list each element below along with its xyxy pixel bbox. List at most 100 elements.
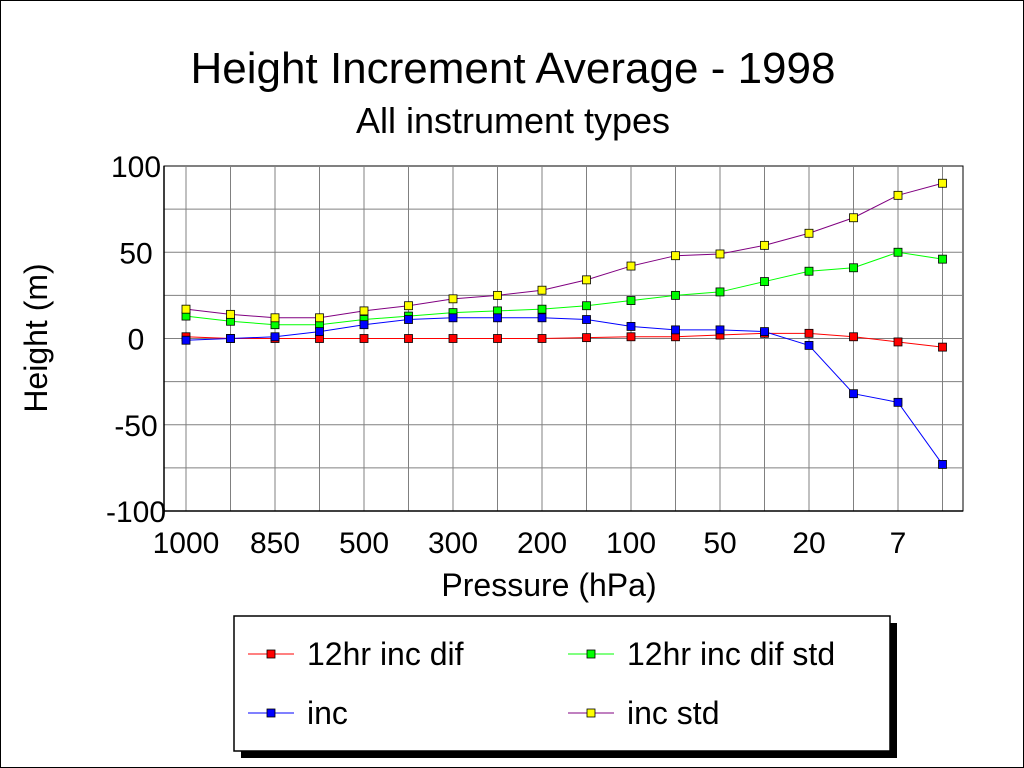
series-line	[185, 317, 943, 465]
data-point	[849, 332, 858, 342]
data-point	[849, 263, 858, 273]
x-tick-label: 850	[250, 527, 300, 560]
data-point	[715, 287, 725, 297]
x-tick-label: 7	[890, 527, 907, 560]
legend-entry: 12hr inc dif	[248, 636, 464, 672]
data-point	[359, 306, 369, 316]
chart-subtitle: All instrument types	[356, 100, 670, 141]
data-point	[804, 328, 814, 338]
y-tick-label: 0	[128, 324, 145, 357]
legend-entry: 12hr inc dif std	[568, 636, 835, 672]
data-point	[849, 213, 858, 223]
legend-marker	[266, 649, 276, 659]
data-point	[893, 397, 903, 407]
data-point	[582, 333, 591, 343]
y-tick-label: -100	[106, 496, 166, 529]
data-point	[448, 294, 458, 304]
data-point	[537, 285, 547, 295]
x-tick-label: 100	[606, 527, 656, 560]
series-line	[185, 182, 943, 319]
data-point	[893, 337, 903, 347]
legend-box	[233, 615, 891, 752]
data-point	[181, 335, 191, 345]
x-axis-ticks: 1000 850 500 300 200 100 50 20 7	[153, 527, 907, 560]
data-point	[760, 327, 769, 337]
series-inc	[181, 313, 947, 469]
legend-items: 12hr inc dif 12hr inc dif std inc inc std	[248, 636, 835, 731]
data-point	[671, 325, 680, 335]
data-point	[315, 313, 324, 323]
data-point	[938, 254, 947, 264]
x-tick-label: 1000	[153, 527, 220, 560]
legend: 12hr inc dif 12hr inc dif std inc inc std	[233, 615, 897, 758]
legend-marker	[586, 708, 596, 718]
data-point	[715, 325, 725, 335]
data-point	[938, 460, 947, 469]
y-tick-label: 100	[111, 151, 161, 184]
data-point	[626, 261, 636, 271]
data-point	[804, 340, 814, 350]
data-point	[671, 290, 680, 300]
legend-entry: inc	[248, 695, 348, 731]
data-point	[226, 334, 235, 343]
data-point	[359, 334, 369, 343]
data-point	[315, 327, 324, 337]
data-point	[181, 304, 191, 314]
data-point	[226, 309, 235, 319]
x-tick-label: 200	[517, 527, 567, 560]
x-tick-label: 300	[428, 527, 478, 560]
legend-marker	[586, 649, 596, 659]
data-point	[849, 389, 858, 399]
data-point	[938, 342, 947, 352]
data-point	[537, 334, 547, 343]
series-12hr-inc-dif-std	[181, 247, 947, 330]
x-axis-label: Pressure (hPa)	[441, 567, 656, 603]
data-point	[582, 275, 591, 285]
y-axis-label: Height (m)	[18, 263, 54, 412]
data-point	[938, 178, 947, 188]
data-point	[626, 322, 636, 331]
legend-label: 12hr inc dif	[307, 636, 464, 672]
chart-title: Height Increment Average - 1998	[191, 44, 836, 93]
series-line	[185, 251, 943, 326]
data-point	[537, 313, 547, 323]
y-tick-label: 50	[119, 237, 152, 270]
plot-series	[181, 178, 947, 469]
data-point	[582, 301, 591, 311]
legend-label: inc std	[627, 695, 719, 731]
data-point	[760, 277, 769, 286]
data-point	[404, 315, 413, 324]
data-point	[626, 296, 636, 305]
data-point	[493, 290, 502, 300]
legend-label: inc	[307, 695, 348, 731]
data-point	[537, 304, 547, 314]
data-point	[448, 313, 458, 323]
data-point	[270, 332, 280, 342]
y-tick-label: -50	[114, 410, 157, 443]
legend-label: 12hr inc dif std	[627, 636, 835, 672]
data-point	[493, 334, 502, 343]
x-tick-label: 50	[703, 527, 736, 560]
data-point	[893, 247, 903, 257]
data-point	[448, 334, 458, 343]
series-line	[185, 332, 943, 348]
y-axis-ticks: 100 50 0 -50 -100	[106, 151, 166, 529]
series-inc-std	[181, 178, 947, 323]
data-point	[493, 313, 502, 323]
data-point	[671, 251, 680, 261]
data-point	[404, 301, 413, 311]
data-point	[715, 249, 725, 259]
data-point	[626, 332, 636, 342]
legend-entry: inc std	[568, 695, 719, 731]
data-point	[760, 240, 769, 250]
x-tick-label: 20	[792, 527, 825, 560]
x-tick-label: 500	[339, 527, 389, 560]
data-point	[404, 334, 413, 343]
data-point	[804, 266, 814, 276]
data-point	[582, 315, 591, 324]
legend-marker	[266, 708, 276, 718]
data-point	[893, 190, 903, 200]
data-point	[804, 228, 814, 238]
